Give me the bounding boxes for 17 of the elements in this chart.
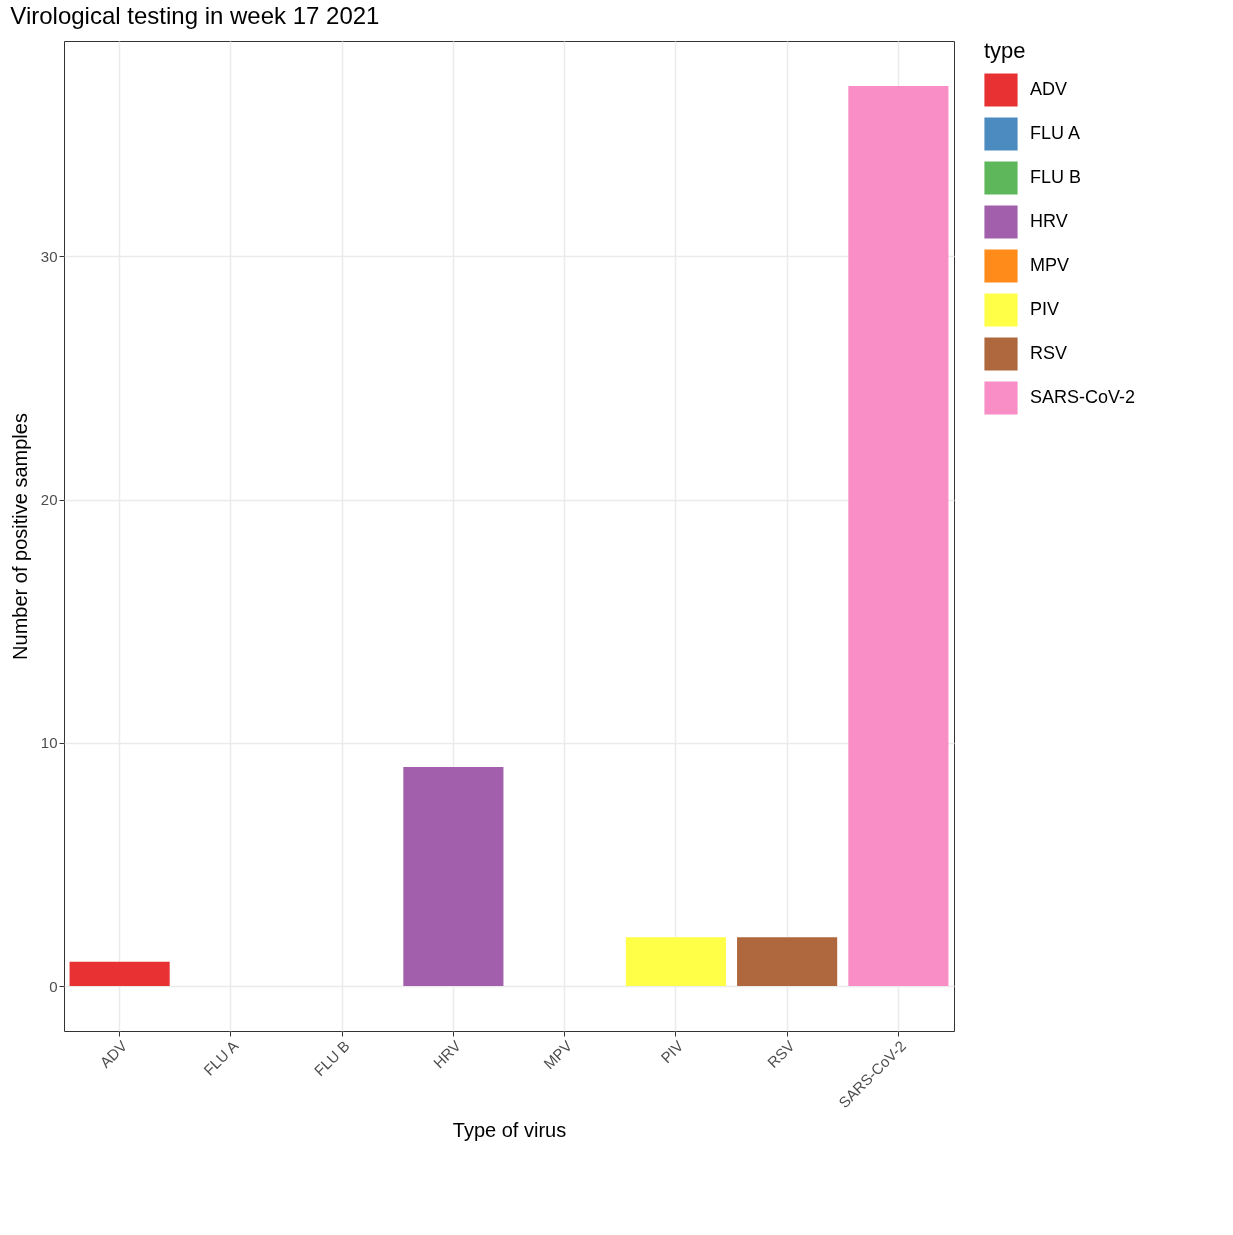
legend-label: HRV bbox=[1030, 211, 1068, 231]
y-tick-label: 0 bbox=[49, 977, 58, 995]
legend-label: MPV bbox=[1030, 255, 1070, 275]
legend-label: FLU A bbox=[1030, 123, 1081, 143]
legend-label: SARS-CoV-2 bbox=[1030, 387, 1136, 407]
chart-title: Virological testing in week 17 2021 bbox=[10, 2, 380, 29]
x-tick-label: PIV bbox=[657, 1037, 687, 1067]
legend-label: PIV bbox=[1030, 299, 1060, 319]
legend-label: FLU B bbox=[1030, 167, 1082, 187]
y-tick-label: 30 bbox=[40, 247, 58, 265]
y-tick-label: 20 bbox=[40, 491, 58, 509]
y-tick-label: 10 bbox=[40, 734, 58, 752]
y-axis-title: Number of positive samples bbox=[8, 413, 31, 660]
legend-title: type bbox=[984, 38, 1026, 63]
legend-label: RSV bbox=[1030, 343, 1068, 363]
x-axis-title: Type of virus bbox=[452, 1119, 567, 1141]
legend-label: ADV bbox=[1030, 79, 1068, 99]
